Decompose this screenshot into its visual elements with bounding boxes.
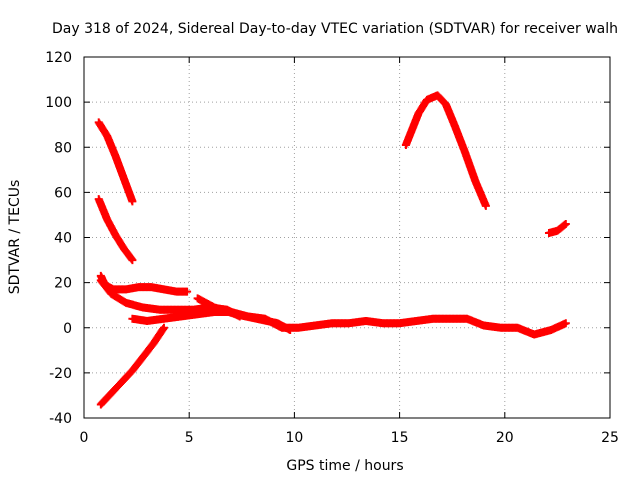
series-track-f <box>128 307 570 339</box>
y-tick-label: 80 <box>54 140 72 156</box>
data-point <box>159 323 168 332</box>
y-tick-label: 100 <box>45 95 72 111</box>
data-point <box>481 201 490 210</box>
y-tick-label: 0 <box>63 321 72 337</box>
series-track-g <box>193 294 295 335</box>
data-point <box>561 219 570 228</box>
axis-ticks: 0 5 10 15 20 25 -40 -20 0 20 40 60 80 100 120 <box>45 50 619 446</box>
x-tick-label: 20 <box>496 430 514 446</box>
x-tick-label: 10 <box>285 430 303 446</box>
data-point <box>183 287 192 296</box>
data-point <box>561 319 570 328</box>
series-track-h <box>401 91 490 210</box>
series-track-c <box>96 323 168 409</box>
data-point <box>128 256 137 265</box>
y-tick-label: -20 <box>49 366 72 382</box>
y-axis-label: SDTVAR / TECUs <box>7 180 23 295</box>
x-tick-label: 25 <box>601 430 619 446</box>
y-tick-label: 40 <box>54 231 72 247</box>
x-tick-label: 15 <box>391 430 409 446</box>
y-tick-label: -40 <box>49 411 72 427</box>
series-track-a <box>94 118 137 206</box>
y-tick-label: 120 <box>45 50 72 66</box>
data-points <box>94 91 570 409</box>
data-point <box>128 197 137 206</box>
gridlines <box>84 57 610 418</box>
x-tick-label: 0 <box>80 430 89 446</box>
x-axis-label: GPS time / hours <box>286 458 403 474</box>
y-tick-label: 20 <box>54 276 72 292</box>
series-track-i <box>544 219 570 237</box>
chart-title: Day 318 of 2024, Sidereal Day-to-day VTE… <box>52 21 618 37</box>
data-point <box>286 326 295 335</box>
y-tick-label: 60 <box>54 185 72 201</box>
series-track-b <box>94 195 137 265</box>
x-tick-label: 5 <box>185 430 194 446</box>
